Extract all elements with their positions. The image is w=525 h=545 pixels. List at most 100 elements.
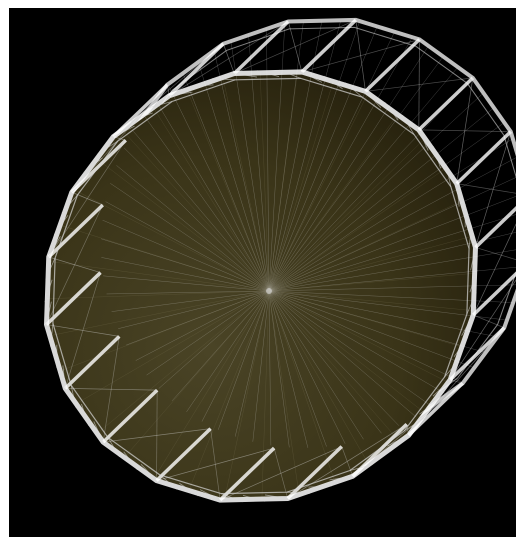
truss-lacing	[107, 437, 120, 458]
truss-lacing	[387, 434, 409, 447]
truss-lacing	[433, 146, 441, 169]
radial-wire-front	[268, 290, 463, 348]
truss-lacing	[190, 84, 214, 87]
truss-lacing	[445, 164, 452, 187]
radial-wire	[268, 290, 272, 446]
side-strut	[472, 271, 516, 317]
radial-wire-front	[268, 290, 300, 495]
radial-wire	[268, 92, 484, 292]
truss-lacing	[404, 417, 425, 432]
truss-lacing	[179, 482, 199, 497]
radial-wire-front	[123, 290, 270, 458]
truss-lacing	[308, 485, 332, 488]
truss-lacing	[456, 183, 460, 207]
truss-lacing	[97, 140, 118, 155]
radial-wire-front	[268, 114, 399, 292]
radial-wire	[116, 165, 270, 292]
radial-wire	[268, 20, 341, 292]
radial-wire	[146, 290, 270, 376]
radial-wire	[197, 61, 270, 292]
truss-lacing	[323, 75, 343, 90]
radial-wire	[158, 290, 270, 389]
truss-lacing	[286, 491, 311, 494]
truss-lacing	[444, 358, 461, 378]
truss-lacing	[349, 464, 373, 471]
radial-wire-front	[97, 290, 270, 434]
radial-wire-front	[268, 73, 298, 292]
side-brace	[473, 314, 505, 329]
radial-wire	[123, 147, 270, 292]
radial-wire-front	[50, 290, 270, 336]
truss-lacing	[432, 379, 451, 397]
side-brace	[102, 336, 120, 443]
truss-lacing	[468, 225, 472, 249]
radial-wire	[268, 290, 400, 426]
radial-wire	[268, 107, 495, 292]
radial-wire	[268, 31, 396, 292]
truss-lacing	[44, 279, 53, 303]
side-strut	[168, 42, 225, 98]
radial-wires	[47, 20, 516, 500]
radial-wire	[268, 284, 516, 292]
radial-wire	[217, 290, 270, 430]
truss-lacing	[71, 175, 90, 193]
truss-lacing	[61, 194, 78, 214]
radial-wire	[252, 290, 270, 442]
truss-lacing	[453, 336, 469, 357]
radial-wire	[268, 290, 382, 434]
side-strut	[233, 20, 290, 75]
side-brace	[210, 428, 221, 501]
radial-wire	[268, 214, 516, 292]
truss-lacing	[113, 125, 135, 138]
radial-wire	[143, 115, 270, 292]
truss-lacing	[384, 102, 399, 121]
truss-lacing	[53, 215, 69, 236]
radial-wire	[268, 290, 346, 444]
truss-lacing	[62, 365, 66, 389]
side-brace	[365, 77, 473, 92]
radial-wire	[268, 290, 309, 448]
truss-lacing	[242, 495, 266, 502]
side-brace	[273, 447, 289, 499]
truss-lacing	[419, 399, 439, 415]
side-brace	[418, 129, 511, 132]
radial-wire	[268, 249, 516, 292]
radial-wire	[126, 290, 270, 346]
side-brace	[355, 19, 366, 92]
radial-wire	[268, 38, 413, 292]
radial-wire-front	[268, 168, 447, 292]
radial-wire	[171, 290, 270, 402]
truss-lacing	[93, 421, 104, 443]
truss-lacing	[329, 475, 353, 481]
radial-wire	[268, 290, 433, 407]
radial-wire	[248, 34, 270, 292]
side-brace	[156, 390, 158, 481]
side-strut	[455, 130, 512, 185]
radial-wire-front	[268, 290, 369, 465]
radial-wire-front	[188, 290, 270, 492]
radial-wire	[268, 24, 286, 292]
truss-lacing	[256, 70, 280, 77]
side-brace	[418, 39, 420, 130]
radial-wire	[268, 26, 378, 292]
side-brace	[169, 21, 289, 97]
radial-wire	[105, 201, 270, 292]
side-brace	[456, 77, 474, 184]
radial-wire	[201, 290, 270, 422]
truss-lacing	[70, 385, 77, 408]
radial-wire-front	[224, 290, 270, 499]
side-strut	[474, 206, 516, 249]
radial-wire	[268, 122, 504, 292]
radial-wire	[268, 79, 472, 292]
truss-lacing	[211, 78, 236, 81]
render-viewport	[9, 8, 516, 537]
side-strut	[449, 326, 506, 381]
truss-lacing	[140, 463, 157, 481]
radial-wire-front	[47, 290, 270, 299]
truss-lacing	[159, 474, 178, 490]
side-brace	[222, 43, 235, 74]
wireframe-disk-render	[43, 17, 516, 503]
radial-wire	[106, 290, 270, 295]
radial-wire-front	[75, 190, 270, 292]
truss-lacing	[365, 91, 382, 109]
